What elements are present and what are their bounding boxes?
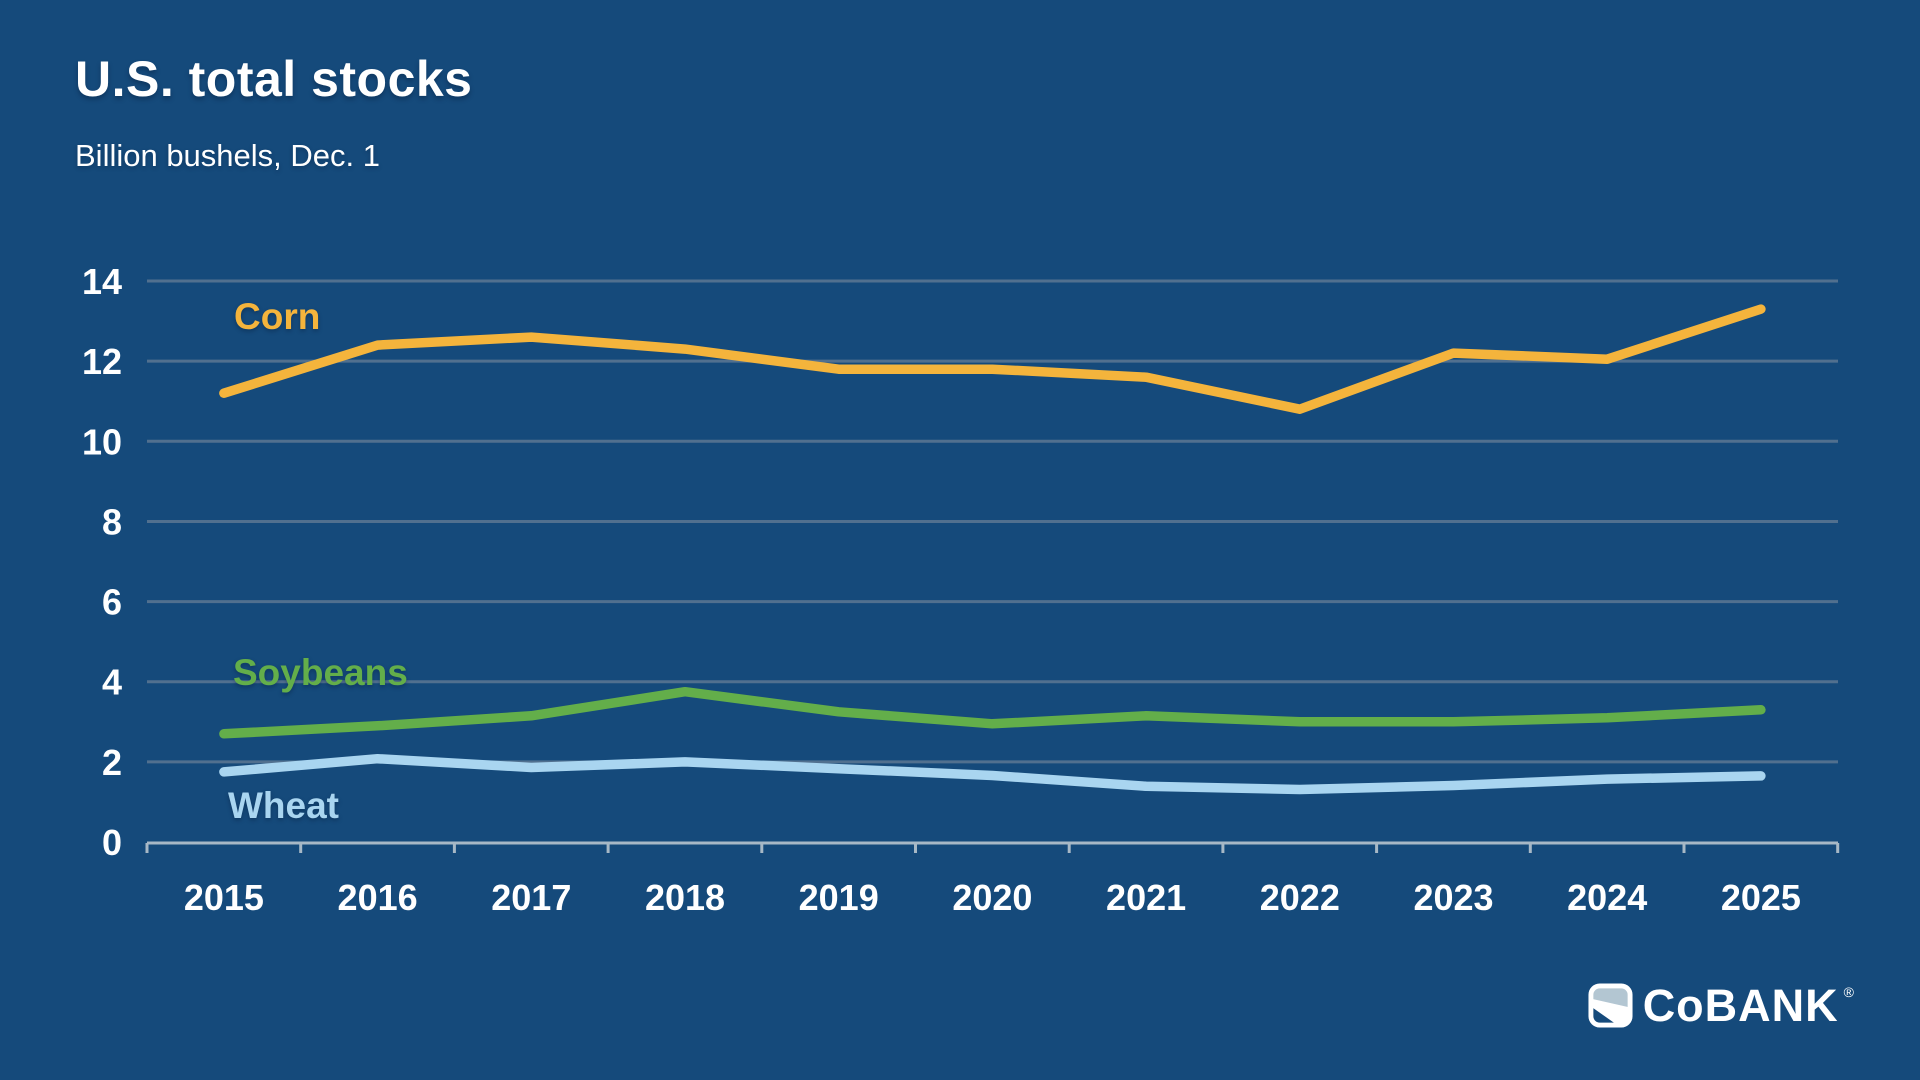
- wheat-line: [219, 753, 1766, 795]
- x-axis-tick-label: 2017: [491, 877, 571, 918]
- y-axis-tick-label: 12: [82, 341, 122, 382]
- wheat-series-label: Wheat: [228, 785, 339, 826]
- x-axis-tick-label: 2024: [1567, 877, 1647, 918]
- page-title: U.S. total stocks: [75, 51, 473, 107]
- x-axis-tick-label: 2022: [1260, 877, 1340, 918]
- y-axis-tick-label: 2: [102, 742, 122, 783]
- corn-line: [219, 304, 1766, 414]
- y-axis-tick-label: 4: [102, 662, 122, 703]
- x-axis-tick-label: 2018: [645, 877, 725, 918]
- cobank-logo-mark-icon: [1588, 983, 1633, 1028]
- registered-trademark-symbol: ®: [1843, 984, 1854, 1000]
- chart-units-subtitle: Billion bushels, Dec. 1: [75, 138, 380, 173]
- x-axis-tick-label: 2021: [1106, 877, 1186, 918]
- y-axis-tick-label: 8: [102, 501, 122, 542]
- corn-series-label: Corn: [234, 296, 321, 337]
- x-axis-tick-label: 2020: [952, 877, 1032, 918]
- y-axis-tick-label: 14: [82, 261, 122, 302]
- soybeans-series-label: Soybeans: [233, 652, 408, 693]
- x-axis-tick-label: 2016: [338, 877, 418, 918]
- x-axis-tick-label: 2015: [184, 877, 264, 918]
- y-axis-tick-label: 10: [82, 421, 122, 462]
- x-axis-tick-label: 2025: [1721, 877, 1801, 918]
- cobank-logo: CoBANK ®: [1587, 982, 1854, 1029]
- x-axis-tick-label: 2019: [799, 877, 879, 918]
- y-axis-tick-label: 6: [102, 582, 122, 623]
- y-axis-tick-label: 0: [102, 822, 122, 863]
- x-axis-tick-label: 2023: [1413, 877, 1493, 918]
- cobank-logo-wordmark: CoBANK: [1642, 980, 1839, 1031]
- soybeans-line: [219, 686, 1766, 739]
